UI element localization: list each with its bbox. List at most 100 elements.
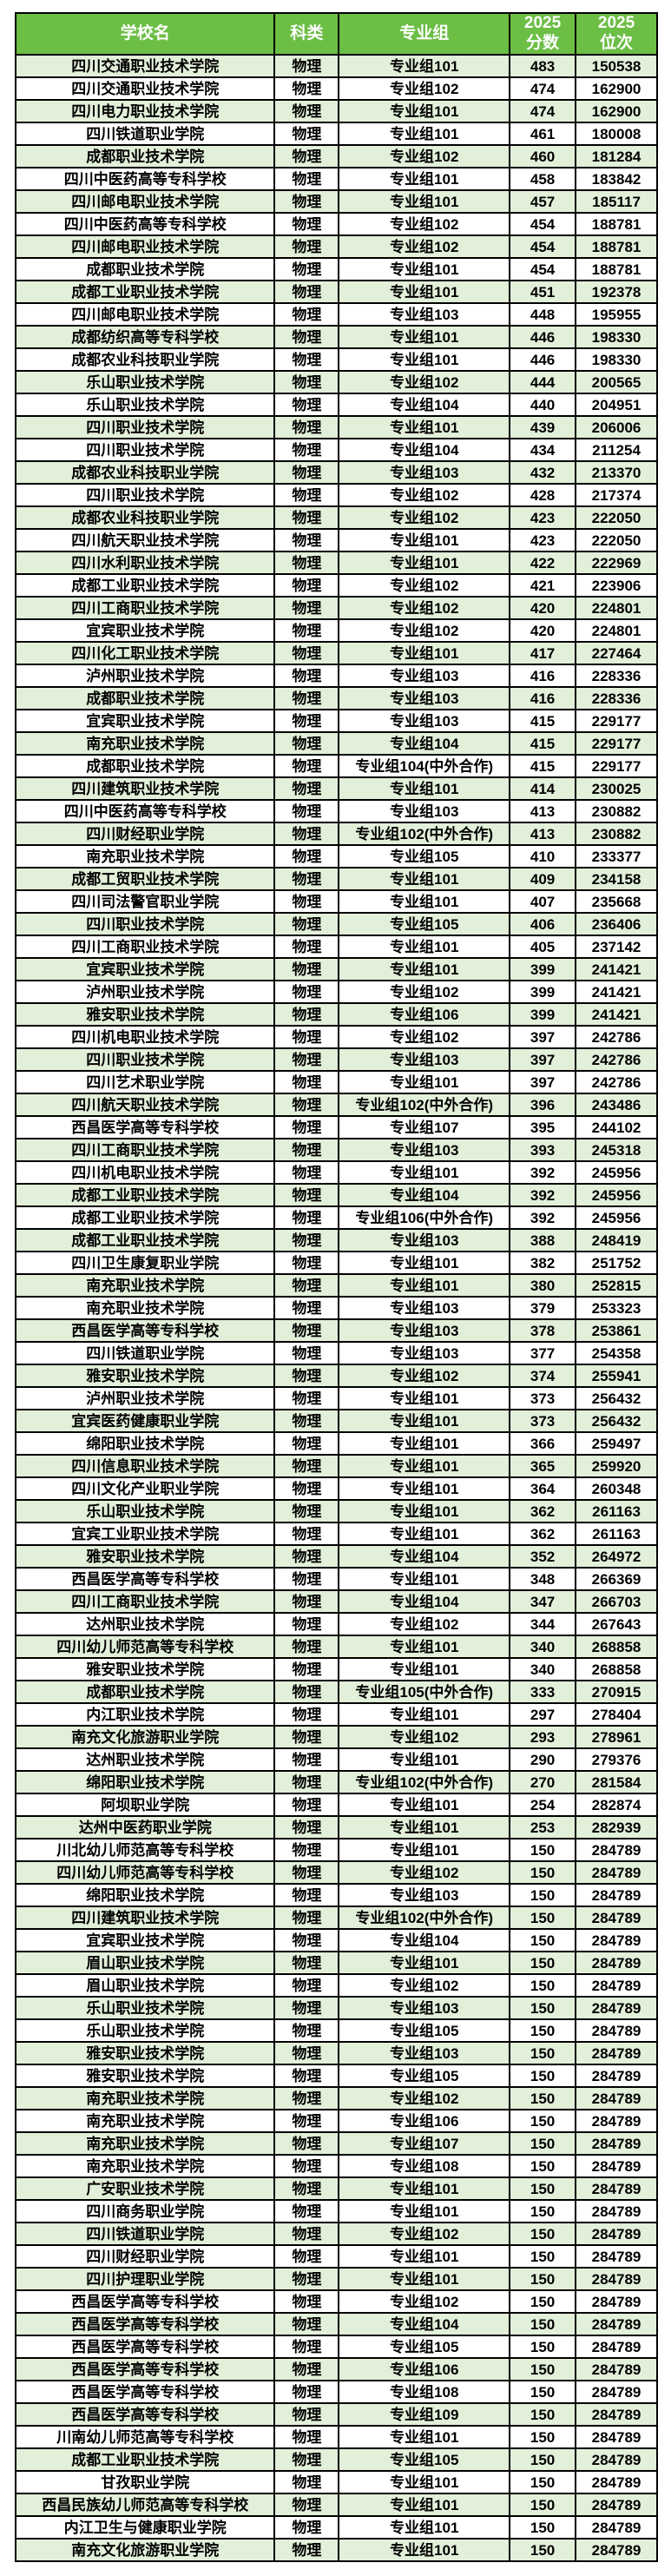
rank-2025-cell: 244102 <box>575 1115 658 1139</box>
rank-2025-cell: 233377 <box>575 844 658 869</box>
rank-2025-cell: 150538 <box>575 54 658 78</box>
school-name-cell: 四川幼儿师范高等专科学校 <box>14 1860 276 1885</box>
rank-2025-cell: 264972 <box>575 1544 658 1569</box>
table-row: 四川航天职业技术学院 物理 专业组102(中外合作) 396 243486 <box>14 1093 658 1117</box>
subject-category-cell: 物理 <box>273 776 340 801</box>
school-name-cell: 雅安职业技术学院 <box>14 2041 276 2065</box>
score-2025-cell: 432 <box>509 460 577 485</box>
subject-category-cell: 物理 <box>273 2380 340 2404</box>
major-group-cell: 专业组103 <box>338 664 511 688</box>
score-2025-cell: 399 <box>509 1002 577 1027</box>
major-group-cell: 专业组103 <box>338 302 511 327</box>
table-row: 四川职业技术学院 物理 专业组105 406 236406 <box>14 912 658 936</box>
score-2025-cell: 150 <box>509 2222 577 2246</box>
subject-category-cell: 物理 <box>273 505 340 530</box>
score-2025-cell: 150 <box>509 2199 577 2223</box>
score-2025-cell: 417 <box>509 641 577 665</box>
school-name-cell: 雅安职业技术学院 <box>14 2064 276 2088</box>
school-name-cell: 成都工业职业技术学院 <box>14 2447 276 2472</box>
major-group-cell: 专业组101 <box>338 1499 511 1523</box>
school-name-cell: 南充文化旅游职业学院 <box>14 1725 276 1749</box>
rank-2025-cell: 268858 <box>575 1635 658 1659</box>
table-row: 西昌医学高等专科学校 物理 专业组101 348 266369 <box>14 1567 658 1591</box>
major-group-cell: 专业组102 <box>338 1725 511 1749</box>
school-name-cell: 西昌医学高等专科学校 <box>14 2380 276 2404</box>
rank-2025-cell: 284789 <box>575 2199 658 2223</box>
score-2025-cell: 150 <box>509 2425 577 2449</box>
table-body: 四川交通职业技术学院 物理 专业组101 483 150538 四川交通职业技术学院 物理专… <box>14 54 658 2562</box>
score-2025-cell: 150 <box>509 2018 577 2043</box>
table-row: 成都纺织高等专科学校 物理 专业组101 446 198330 <box>14 325 658 349</box>
rank-2025-cell: 284789 <box>575 1996 658 2020</box>
subject-category-cell: 物理 <box>273 2267 340 2291</box>
subject-category-cell: 物理 <box>273 1906 340 1930</box>
subject-category-cell: 物理 <box>273 641 340 665</box>
table-row: 成都工贸职业技术学院 物理 专业组101 409 234158 <box>14 867 658 891</box>
score-2025-cell: 378 <box>509 1318 577 1343</box>
score-2025-cell: 420 <box>509 596 577 620</box>
rank-2025-cell: 229177 <box>575 754 658 778</box>
score-2025-cell: 377 <box>509 1341 577 1365</box>
subject-category-cell: 物理 <box>273 325 340 349</box>
score-2025-cell: 399 <box>509 957 577 981</box>
subject-category-cell: 物理 <box>273 1612 340 1636</box>
subject-category-cell: 物理 <box>273 144 340 168</box>
major-group-cell: 专业组106(中外合作) <box>338 1205 511 1230</box>
score-2025-cell: 423 <box>509 528 577 552</box>
table-row: 四川水利职业技术学院 物理 专业组101 422 222969 <box>14 551 658 575</box>
school-name-cell: 乐山职业技术学院 <box>14 1499 276 1523</box>
major-group-cell: 专业组101 <box>338 1838 511 1862</box>
rank-2025-cell: 256432 <box>575 1409 658 1433</box>
school-name-cell: 四川铁道职业学院 <box>14 1341 276 1365</box>
rank-2025-cell: 206006 <box>575 415 658 439</box>
rank-2025-cell: 241421 <box>575 1002 658 1027</box>
table-row: 四川护理职业学院 物理 专业组101 150 284789 <box>14 2267 658 2291</box>
school-name-cell: 西昌医学高等专科学校 <box>14 2357 276 2381</box>
school-name-cell: 四川交通职业技术学院 <box>14 54 276 78</box>
table-row: 南充文化旅游职业学院 物理 专业组102 293 278961 <box>14 1725 658 1749</box>
score-2025-cell: 150 <box>509 2493 577 2517</box>
subject-category-cell: 物理 <box>273 280 340 304</box>
school-name-cell: 乐山职业技术学院 <box>14 2018 276 2043</box>
major-group-cell: 专业组102 <box>338 2289 511 2314</box>
school-name-cell: 宜宾职业技术学院 <box>14 618 276 643</box>
table-row: 南充职业技术学院 物理 专业组108 150 284789 <box>14 2154 658 2178</box>
rank-2025-cell: 227464 <box>575 641 658 665</box>
table-row: 四川中医药高等专科学校 物理 专业组101 458 183842 <box>14 167 658 191</box>
table-row: 成都农业科技职业学院 物理 专业组102 423 222050 <box>14 505 658 530</box>
score-2025-cell: 340 <box>509 1635 577 1659</box>
school-name-cell: 四川职业技术学院 <box>14 912 276 936</box>
score-2025-cell: 410 <box>509 844 577 869</box>
table-row: 乐山职业技术学院 物理 专业组103 150 284789 <box>14 1996 658 2020</box>
rank-2025-cell: 230025 <box>575 776 658 801</box>
rank-2025-cell: 229177 <box>575 731 658 756</box>
table-row: 南充文化旅游职业学院 物理 专业组101 150 284789 <box>14 2538 658 2562</box>
score-2025-cell: 373 <box>509 1409 577 1433</box>
subject-category-cell: 物理 <box>273 1205 340 1230</box>
subject-category-cell: 物理 <box>273 1544 340 1569</box>
score-2025-cell: 374 <box>509 1364 577 1388</box>
score-2025-cell: 397 <box>509 1070 577 1094</box>
score-2025-cell: 150 <box>509 2447 577 2472</box>
table-row: 四川财经职业学院 物理 专业组102(中外合作) 413 230882 <box>14 822 658 846</box>
subject-category-cell: 物理 <box>273 686 340 710</box>
major-group-cell: 专业组102 <box>338 980 511 1004</box>
rank-2025-cell: 261163 <box>575 1499 658 1523</box>
subject-category-cell: 物理 <box>273 844 340 869</box>
table-row: 宜宾职业技术学院 物理 专业组103 415 229177 <box>14 709 658 733</box>
table-row: 雅安职业技术学院 物理 专业组106 399 241421 <box>14 1002 658 1027</box>
table-row: 成都工业职业技术学院 物理 专业组105 150 284789 <box>14 2447 658 2472</box>
rank-2025-cell: 267643 <box>575 1612 658 1636</box>
school-name-cell: 川南幼儿师范高等专科学校 <box>14 2425 276 2449</box>
table-row: 成都职业技术学院 物理 专业组102 460 181284 <box>14 144 658 168</box>
major-group-cell: 专业组102 <box>338 76 511 101</box>
school-name-cell: 四川电力职业技术学院 <box>14 99 276 123</box>
subject-category-cell: 物理 <box>273 2086 340 2110</box>
score-2025-cell: 474 <box>509 76 577 101</box>
table-row: 成都工业职业技术学院 物理 专业组106(中外合作) 392 245956 <box>14 1205 658 1230</box>
table-row: 乐山职业技术学院 物理 专业组105 150 284789 <box>14 2018 658 2043</box>
subject-category-cell: 物理 <box>273 1273 340 1298</box>
rank-2025-cell: 242786 <box>575 1070 658 1094</box>
school-name-cell: 眉山职业技术学院 <box>14 1973 276 1998</box>
subject-category-cell: 物理 <box>273 1454 340 1478</box>
